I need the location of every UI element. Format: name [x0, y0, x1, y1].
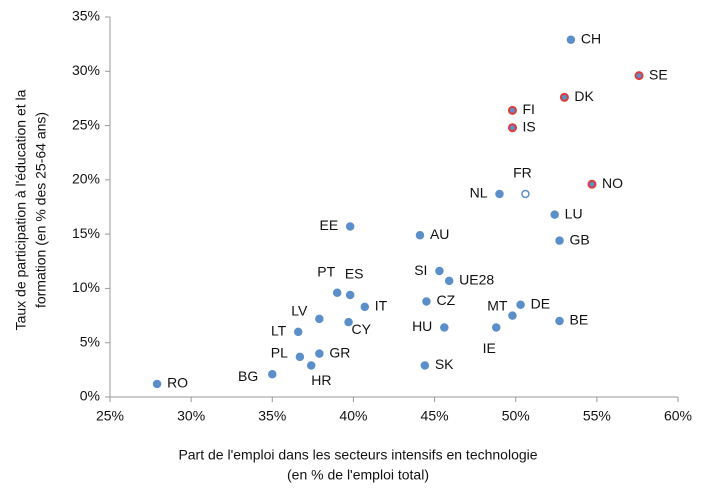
- point: [345, 290, 355, 300]
- x-axis-title: Part de l'emploi dans les secteurs inten…: [178, 447, 537, 463]
- point-label: FR: [513, 165, 532, 181]
- x-tick-label: 35%: [258, 408, 286, 424]
- point: [344, 317, 353, 327]
- y-tick-label: 15%: [72, 225, 100, 241]
- point-label: FI: [522, 101, 534, 117]
- point: [495, 189, 504, 199]
- y-axis-title: formation (en % des 25-64 ans): [33, 112, 49, 308]
- x-tick-label: 50%: [502, 408, 530, 424]
- y-tick-label: 5%: [80, 333, 100, 349]
- point-label: SI: [414, 262, 427, 278]
- point: [566, 35, 576, 45]
- y-tick-label: 0%: [80, 388, 100, 404]
- y-axis-title: Taux de participation à l'éducation et l…: [13, 89, 29, 330]
- point: [507, 105, 517, 115]
- point-label: LU: [565, 205, 583, 221]
- point-label: RO: [167, 375, 188, 391]
- point: [550, 210, 559, 219]
- y-tick-label: 25%: [72, 116, 100, 132]
- point-label: BE: [570, 312, 589, 328]
- point: [315, 349, 324, 358]
- point-label: GB: [570, 231, 590, 247]
- x-tick-label: 45%: [421, 408, 449, 424]
- point-label: DE: [531, 295, 550, 311]
- point: [516, 300, 525, 309]
- point: [295, 352, 305, 362]
- point: [555, 316, 564, 326]
- point: [332, 288, 342, 298]
- point-label: HR: [311, 372, 331, 388]
- y-tick-label: 30%: [72, 62, 100, 78]
- point: [345, 222, 355, 231]
- point-label: LT: [271, 323, 287, 339]
- point-label: ES: [345, 266, 364, 282]
- point-label: LV: [291, 303, 308, 319]
- point-label: NL: [470, 185, 488, 201]
- point-label: IS: [522, 118, 535, 134]
- x-tick-label: 55%: [583, 408, 611, 424]
- point-label: CH: [581, 31, 601, 47]
- point-label: PL: [271, 345, 288, 361]
- x-tick-label: 40%: [339, 408, 367, 424]
- point-label: BG: [238, 368, 258, 384]
- point: [360, 302, 370, 312]
- y-tick-label: 10%: [72, 279, 100, 295]
- point: [435, 266, 444, 276]
- point-label: SK: [435, 356, 454, 372]
- point: [152, 379, 162, 389]
- point-label: IE: [483, 340, 496, 356]
- point: [555, 236, 564, 245]
- point: [507, 123, 517, 133]
- x-tick-label: 60%: [664, 408, 692, 424]
- point-label: PT: [317, 263, 335, 279]
- point-label: NO: [602, 175, 623, 191]
- point: [491, 323, 501, 332]
- point-label: HU: [412, 318, 432, 334]
- point-label: DK: [574, 88, 594, 104]
- point-label: SE: [649, 66, 668, 82]
- point-label: MT: [487, 297, 508, 313]
- point-label: UE28: [459, 272, 494, 288]
- point: [294, 327, 303, 337]
- point: [422, 297, 431, 306]
- point: [306, 361, 316, 370]
- point-label: EE: [319, 217, 338, 233]
- point: [268, 369, 277, 379]
- point-label: AU: [430, 226, 449, 242]
- x-axis-title: (en % de l'emploi total): [287, 467, 429, 483]
- point-label: GR: [329, 344, 350, 360]
- point-label: CY: [352, 321, 372, 337]
- point: [420, 361, 430, 370]
- point: [440, 323, 449, 332]
- point: [587, 179, 597, 189]
- x-tick-label: 30%: [177, 408, 205, 424]
- y-tick-label: 35%: [72, 8, 100, 24]
- point: [415, 230, 425, 240]
- point-label: IT: [375, 298, 388, 314]
- y-tick-label: 20%: [72, 171, 100, 187]
- point: [521, 189, 530, 199]
- point: [444, 276, 454, 286]
- point-label: CZ: [436, 292, 455, 308]
- point: [315, 314, 324, 324]
- x-tick-label: 25%: [96, 408, 124, 424]
- point: [634, 71, 644, 81]
- point: [508, 311, 517, 320]
- point: [559, 92, 569, 102]
